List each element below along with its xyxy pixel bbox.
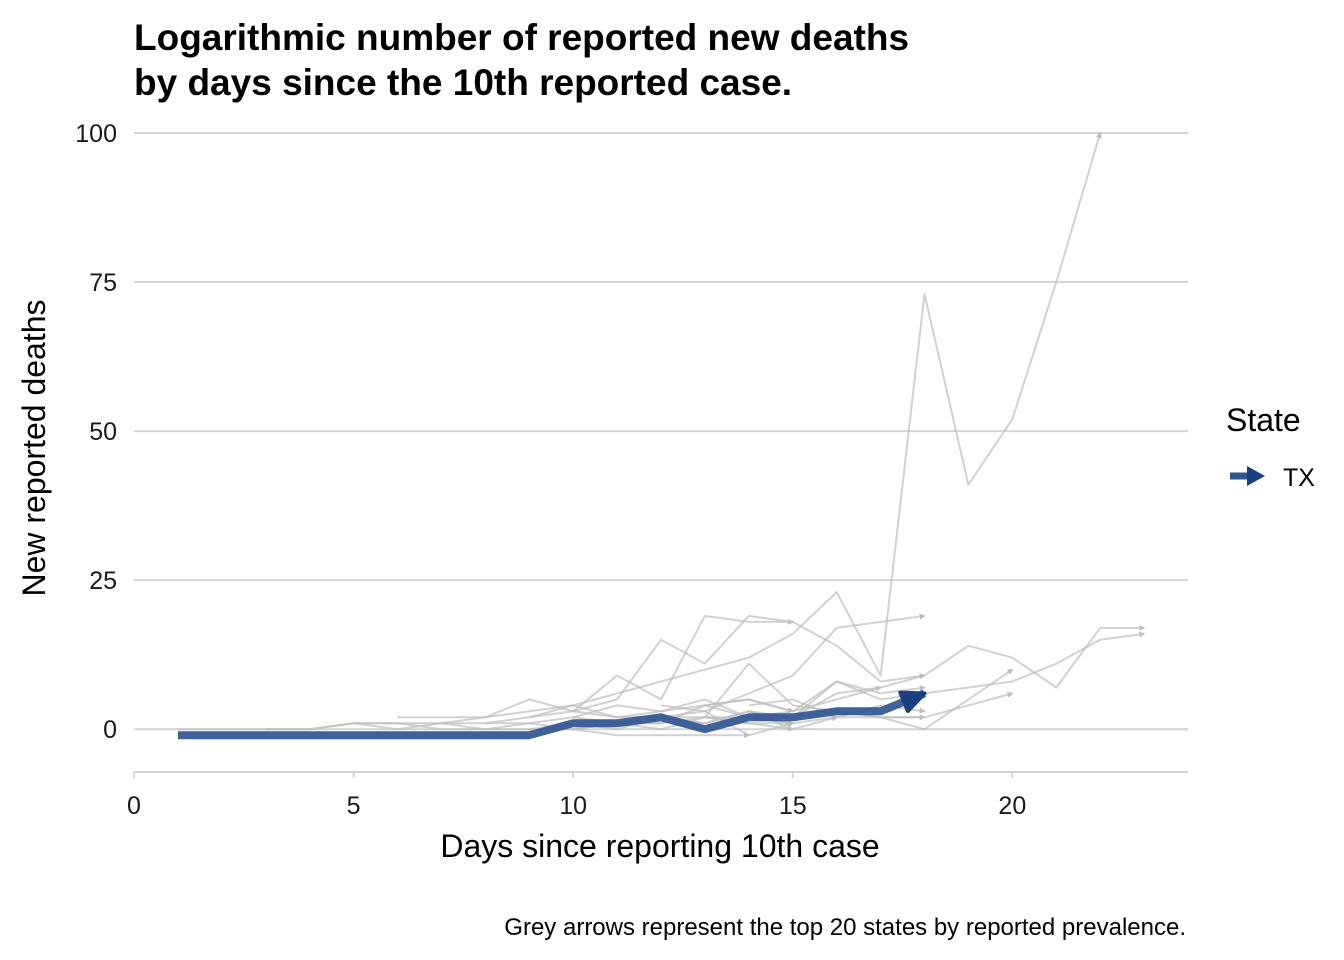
x-tick-label: 5	[347, 792, 361, 820]
y-tick-label: 75	[89, 269, 117, 297]
highlight-series-group	[177, 689, 927, 740]
background-series-line	[572, 614, 794, 713]
x-tick-label: 10	[559, 792, 587, 820]
background-series-line	[748, 631, 1146, 719]
legend-key-tx	[1230, 466, 1265, 486]
chart-title-line-1: Logarithmic number of reported new death…	[134, 17, 909, 58]
background-series-line	[792, 624, 1146, 719]
background-series-line	[704, 680, 926, 713]
y-tick-label: 50	[89, 418, 117, 446]
legend: State TX	[1226, 402, 1315, 492]
x-axis: 0 5 10 15 20	[127, 771, 1188, 820]
x-tick-label: 0	[127, 792, 141, 820]
background-series-line	[529, 614, 926, 719]
x-tick-label: 15	[779, 792, 807, 820]
y-axis-title: New reported deaths	[16, 299, 52, 596]
background-series-line	[572, 685, 882, 719]
background-series-line	[265, 722, 750, 739]
gridlines	[134, 132, 1188, 731]
chart-caption: Grey arrows represent the top 20 states …	[504, 914, 1186, 941]
background-series-group	[177, 131, 1146, 739]
background-series-line	[441, 704, 794, 726]
x-axis-title: Days since reporting 10th case	[440, 828, 879, 864]
x-tick-label: 20	[998, 792, 1026, 820]
y-axis: 0 25 50 75 100	[75, 120, 117, 744]
y-tick-label: 0	[103, 716, 117, 744]
chart-title-line-2: by days since the 10th reported case.	[134, 62, 792, 103]
legend-key-arrowhead	[1247, 466, 1265, 486]
y-tick-label: 25	[89, 567, 117, 595]
series-arrowhead-tx	[898, 690, 927, 713]
series-line-tx	[177, 689, 927, 740]
legend-title: State	[1226, 402, 1301, 438]
legend-label-tx: TX	[1283, 464, 1315, 492]
y-tick-label: 100	[75, 120, 117, 148]
